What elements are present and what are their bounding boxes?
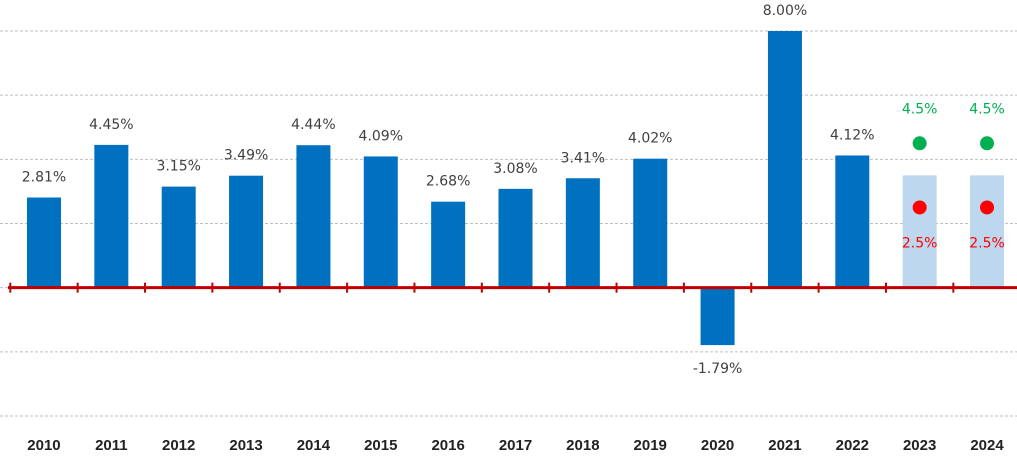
- bar: [970, 175, 1005, 288]
- bar: [26, 197, 61, 288]
- bar: [633, 158, 668, 288]
- value-label: 3.08%: [493, 161, 537, 177]
- bar: [161, 186, 196, 288]
- value-label: 4.12%: [830, 127, 874, 143]
- x-tick-label: 2020: [701, 437, 734, 454]
- x-tick-label: 2023: [903, 437, 936, 454]
- x-tick-label: 2021: [768, 437, 801, 454]
- bar: [94, 144, 129, 288]
- forecast-label: 4.5%: [969, 101, 1005, 117]
- forecast-dot: [980, 136, 995, 151]
- bar: [363, 156, 398, 288]
- value-label: 3.41%: [561, 150, 605, 166]
- x-tick-label: 2013: [229, 437, 262, 454]
- forecast-dot: [980, 200, 995, 215]
- bar: [296, 145, 331, 288]
- value-label: 4.44%: [291, 117, 335, 133]
- bar: [767, 31, 802, 288]
- value-label: -1.79%: [693, 361, 743, 377]
- x-tick-label: 2018: [566, 437, 599, 454]
- bar: [835, 155, 870, 288]
- value-label: 8.00%: [763, 3, 807, 19]
- value-label: 2.81%: [22, 170, 66, 186]
- forecast-label: 2.5%: [969, 235, 1005, 251]
- x-tick-label: 2016: [431, 437, 464, 454]
- bar: [902, 175, 937, 288]
- x-tick-label: 2022: [836, 437, 869, 454]
- value-label: 4.45%: [89, 117, 133, 133]
- value-label: 4.09%: [359, 128, 403, 144]
- bar: [229, 175, 264, 288]
- x-tick-label: 2015: [364, 437, 397, 454]
- bar: [565, 178, 600, 288]
- x-tick-label: 2012: [162, 437, 195, 454]
- x-tick-label: 2010: [27, 437, 60, 454]
- bar: [498, 188, 533, 288]
- x-tick-label: 2024: [970, 437, 1004, 454]
- x-tick-label: 2011: [95, 437, 128, 454]
- value-label: 4.02%: [628, 131, 672, 147]
- forecast-label: 4.5%: [902, 101, 938, 117]
- x-tick-label: 2017: [499, 437, 532, 454]
- bar: [431, 201, 466, 288]
- value-label: 3.15%: [156, 159, 200, 175]
- bar: [700, 287, 735, 346]
- forecast-dot: [912, 136, 927, 151]
- value-label: 2.68%: [426, 174, 470, 190]
- x-tick-label: 2019: [634, 437, 667, 454]
- x-tick-label: 2014: [297, 437, 331, 454]
- forecast-label: 2.5%: [902, 235, 938, 251]
- value-label: 3.49%: [224, 148, 268, 164]
- forecast-dot: [912, 200, 927, 215]
